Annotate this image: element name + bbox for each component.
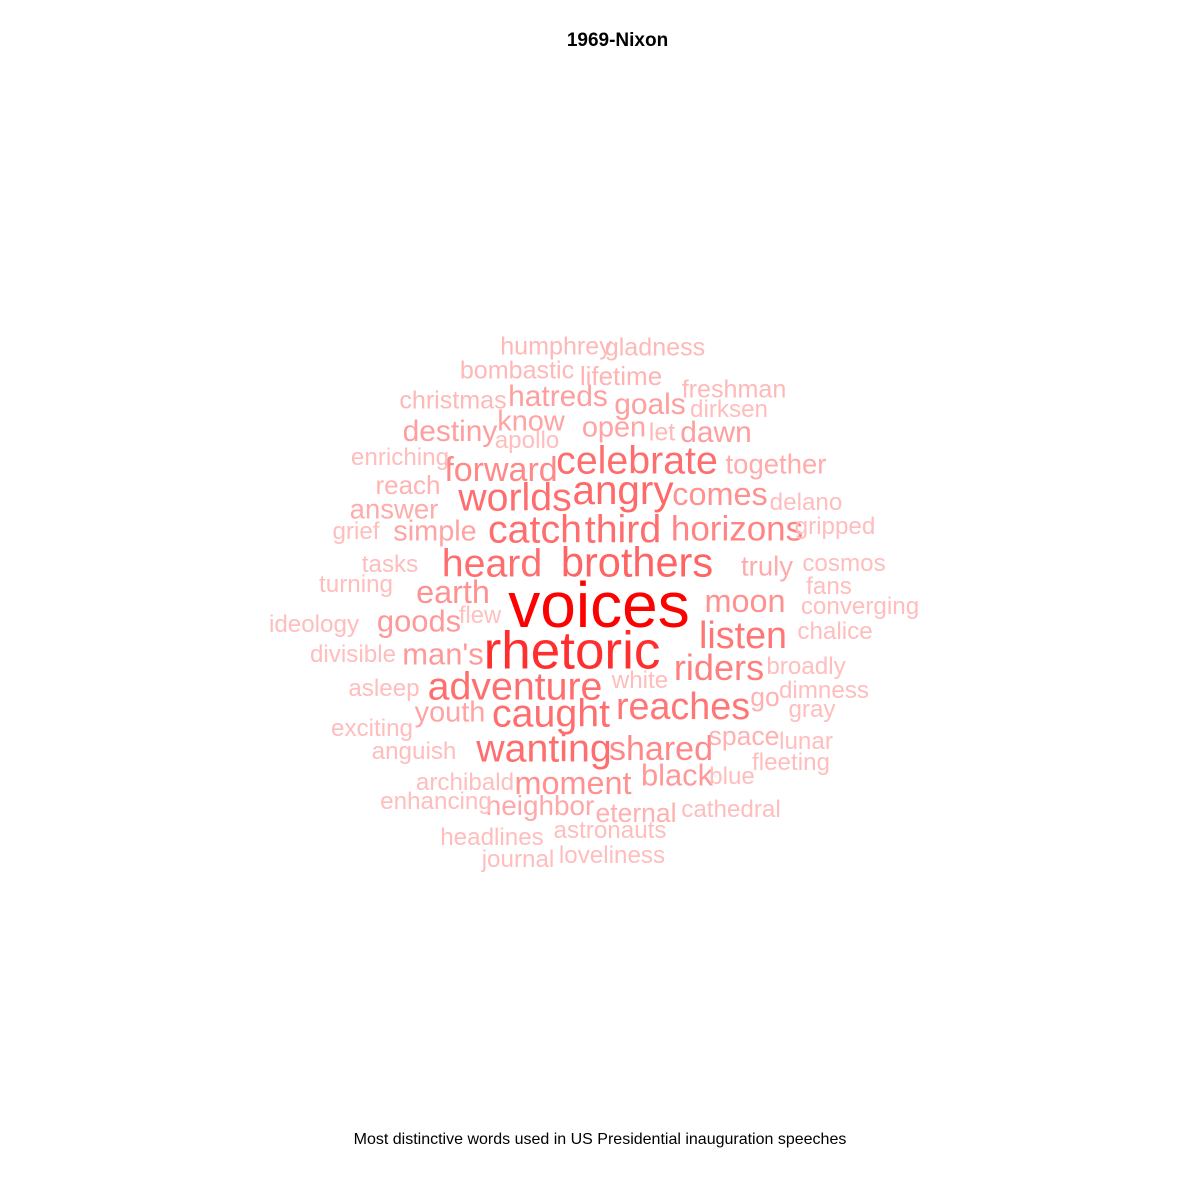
cloud-word: eternal [595,797,677,828]
cloud-word: reach [375,470,441,500]
cloud-word: flew [458,603,502,630]
cloud-word: shared [609,730,713,768]
cloud-word: fleeting [752,748,830,776]
cloud-word: divisible [309,640,397,668]
cloud-word: turning [319,570,393,598]
cloud-word: exciting [330,714,414,742]
cloud-word: know [497,405,565,438]
cloud-word: ideology [268,610,360,638]
cloud-word: white [611,666,669,694]
cloud-word: celebrate [556,438,718,483]
cloud-word: voices [508,569,690,641]
cloud-word: goals [614,388,686,422]
cloud-word: blue [709,762,755,790]
cloud-word: gladness [604,333,706,362]
cloud-word: headlines [440,823,544,851]
cloud-word: heard [441,541,543,586]
cloud-word: broadly [766,652,846,680]
cloud-word: moon [704,582,786,619]
cloud-word: tasks [361,550,419,578]
chart-caption: Most distinctive words used in US Presid… [353,1131,847,1148]
cloud-word: lifetime [579,361,663,391]
cloud-word: asleep [348,674,420,702]
cloud-word: neighbor [485,790,595,822]
cloud-word: man's [402,636,484,672]
cloud-word: bombastic [459,356,575,385]
cloud-word: truly [741,550,793,582]
cloud-word: riders [673,646,765,688]
cloud-word: dimness [778,676,870,704]
cloud-word: goods [376,603,462,639]
cloud-word: christmas [399,386,507,415]
cloud-word: chalice [797,617,873,645]
cloud-word: together [725,448,827,480]
cloud-word: cathedral [681,795,781,823]
cloud-word: anguish [371,737,457,765]
cloud-word: caught [492,691,610,736]
cloud-word: comes [672,475,768,512]
cloud-word: dawn [680,416,752,450]
cloud-word: let [648,418,676,447]
cloud-word: answer [349,493,439,525]
cloud-word: cosmos [802,549,886,577]
cloud-word: dirksen [690,395,768,423]
cloud-word: space [708,720,780,751]
cloud-word: youth [414,696,486,729]
cloud-word: moment [514,764,632,801]
cloud-word: apollo [494,426,560,454]
cloud-word: reaches [615,685,751,728]
cloud-word: lunar [779,727,833,755]
chart-title: 1969-Nixon [566,30,669,51]
cloud-word: enhancing [380,787,492,815]
cloud-word: open [581,411,647,444]
cloud-word: delano [769,488,843,516]
cloud-word: adventure [427,664,603,709]
cloud-word: rhetoric [483,621,661,681]
cloud-word: gripped [794,512,876,540]
cloud-word: converging [800,592,920,620]
cloud-word: third [584,507,662,552]
cloud-word: hatreds [508,380,608,414]
cloud-word: listen [699,614,787,657]
cloud-word: gray [788,695,836,723]
cloud-word: earth [416,573,490,610]
cloud-word: astronauts [553,816,667,844]
cloud-word: humphrey [500,332,612,361]
cloud-word: brothers [560,538,714,586]
cloud-word: destiny [402,415,498,449]
cloud-word: forward [444,451,558,489]
cloud-word: loveliness [558,841,666,869]
cloud-word: enriching [350,443,450,471]
cloud-word: fans [806,572,852,600]
cloud-word: archibald [415,768,515,796]
cloud-word: go [750,681,780,712]
cloud-word: grief [332,517,380,545]
cloud-word: worlds [458,475,572,520]
cloud-word: simple [393,515,477,548]
cloud-word: horizons [670,509,804,549]
cloud-word: wanting [476,726,612,771]
cloud-word: catch [488,507,582,552]
cloud-word: angry [572,466,674,513]
cloud-word: black [640,757,714,793]
cloud-word: freshman [681,375,787,404]
cloud-word: journal [481,845,555,873]
